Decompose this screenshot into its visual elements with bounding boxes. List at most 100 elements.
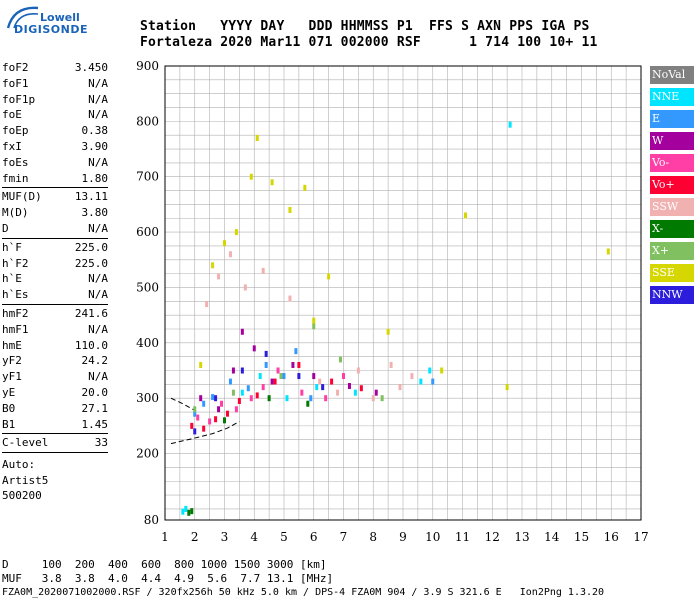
y-tick-label: 500: [136, 280, 159, 294]
data-point-e: [193, 410, 197, 417]
artist-code: 500200: [2, 489, 42, 503]
param-value: 1.80: [81, 171, 109, 185]
data-point-ssw: [228, 251, 232, 258]
y-tick-label: 800: [136, 114, 159, 128]
param-name: D: [2, 221, 9, 235]
data-point-x-: [339, 356, 343, 363]
x-tick-label: 7: [340, 530, 348, 544]
data-point-sse: [199, 361, 203, 368]
data-point-vo-: [202, 425, 206, 432]
data-point-e: [431, 378, 435, 385]
param-name: M(D): [2, 206, 29, 220]
data-point-e: [228, 378, 232, 385]
param-row: D N/A: [2, 221, 108, 237]
data-point-nnw: [214, 395, 218, 402]
y-tick-label: 200: [136, 447, 159, 461]
data-point-sse: [440, 367, 444, 374]
legend-item-x-minus: X-: [650, 220, 694, 238]
divider: [2, 187, 108, 189]
x-tick-label: 4: [250, 530, 258, 544]
trace-line-lower: [170, 421, 240, 445]
data-point-w: [231, 367, 235, 374]
chart-trace: [170, 397, 240, 445]
data-point-w: [240, 328, 244, 335]
param-value: 1.45: [81, 417, 109, 431]
data-point-w: [374, 389, 378, 396]
data-point-w: [291, 361, 295, 368]
x-tick-label: 5: [280, 530, 288, 544]
data-point-ssw: [336, 389, 340, 396]
param-value: N/A: [88, 370, 108, 384]
data-point-nnw: [264, 350, 268, 357]
digisonde-logo-arc: [6, 6, 39, 29]
data-point-nne: [419, 378, 423, 385]
param-name: hmF2: [2, 306, 29, 320]
data-point-vo-: [276, 367, 280, 374]
data-point-nne: [181, 508, 185, 515]
auto-label: Auto:: [2, 458, 36, 472]
divider: [2, 433, 108, 435]
param-value: 20.0: [81, 385, 109, 399]
param-group-frequencies: foF2 3.450 foF1 N/A foF1p N/A foE N/A foEp 0.…: [2, 60, 108, 186]
data-point-e: [309, 395, 313, 402]
param-value: 33: [94, 436, 108, 450]
data-point-nne: [240, 389, 244, 396]
data-point-e: [246, 385, 250, 392]
param-group-heights: h`F 225.0 h`F2 225.0 h`E N/A h`Es N/A: [2, 240, 108, 303]
data-point-ssw: [410, 373, 414, 380]
x-tick-label: 14: [544, 530, 560, 544]
data-point-nne: [184, 505, 188, 512]
data-point-nne: [258, 373, 262, 380]
data-point-e: [202, 400, 206, 407]
data-point-x-: [190, 508, 194, 515]
data-point-vo-: [255, 392, 259, 399]
x-tick-label: 2: [191, 530, 199, 544]
data-point-e: [211, 394, 215, 401]
data-point-x-: [380, 395, 384, 402]
data-point-nne: [508, 121, 512, 128]
legend-item-nne: NNE: [650, 88, 694, 106]
data-point-nne: [428, 367, 432, 374]
param-value: 24.2: [81, 354, 109, 368]
chart-tick-labels: 1 2 3 4 5 6 7 8 9 10 11 12 13 14 15 16 17802003004005006…: [136, 59, 649, 544]
data-point-vo-: [342, 373, 345, 380]
data-point-vo-: [297, 361, 301, 368]
divider: [2, 237, 108, 239]
param-value: 241.6: [74, 306, 108, 320]
param-row: hmE 110.0: [2, 338, 108, 354]
x-tick-label: 16: [604, 530, 619, 544]
data-point-ssw: [356, 367, 360, 374]
param-value: N/A: [88, 108, 108, 122]
data-point-nnw: [297, 373, 301, 380]
param-name: B1: [2, 417, 16, 431]
param-name: foF1p: [2, 92, 36, 106]
chart-points: [181, 121, 610, 516]
param-value: N/A: [88, 76, 108, 90]
param-name: foE: [2, 108, 22, 122]
data-point-vo-: [208, 418, 212, 425]
param-name: hmF1: [2, 322, 29, 336]
data-point-sse: [234, 229, 238, 236]
parameters-panel: foF2 3.450 foF1 N/A foF1p N/A foE N/A foEp 0.…: [2, 60, 108, 504]
param-row: foF1 N/A: [2, 76, 108, 92]
param-name: foEs: [2, 155, 29, 169]
data-point-vo-: [214, 416, 218, 423]
data-point-x-: [306, 400, 310, 407]
data-point-nnw: [321, 384, 325, 391]
param-name: h`Es: [2, 288, 29, 302]
param-value: N/A: [88, 221, 108, 235]
data-point-sse: [255, 134, 259, 141]
legend-item-vo-minus: Vo-: [650, 154, 694, 172]
param-value: N/A: [88, 322, 108, 336]
param-value: 3.90: [81, 139, 109, 153]
param-row: B1 1.45: [2, 417, 108, 433]
data-point-e: [282, 373, 286, 380]
x-tick-label: 17: [633, 530, 648, 544]
param-row: foE N/A: [2, 107, 108, 123]
data-point-nnw: [193, 428, 197, 435]
chart-frame: [164, 65, 642, 521]
data-point-x-: [312, 323, 316, 330]
data-point-sse: [386, 328, 390, 335]
param-row: h`Es N/A: [2, 287, 108, 303]
y-tick-label: 400: [136, 336, 159, 350]
